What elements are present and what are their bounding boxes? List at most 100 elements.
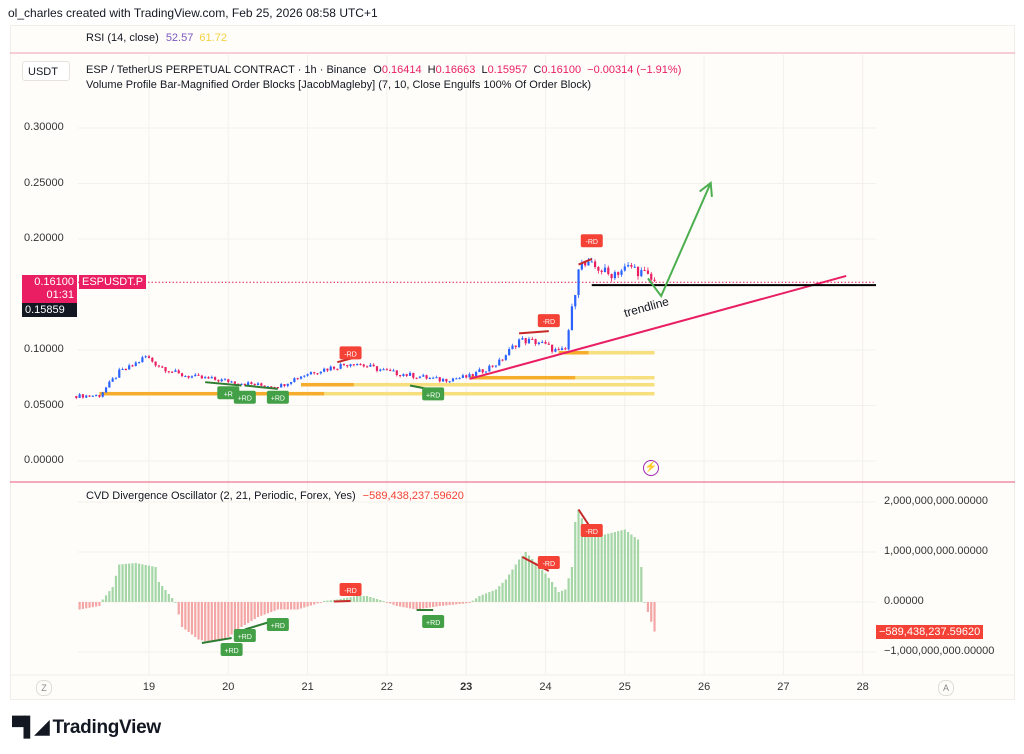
candle-body <box>75 395 78 398</box>
oscillator-bar <box>167 594 170 602</box>
oscillator-bar <box>574 522 577 602</box>
oscillator-bar <box>501 582 504 602</box>
tradingview-logo[interactable]: ▀▌◢ TradingView <box>12 716 161 739</box>
drawings <box>469 181 876 380</box>
oscillator-bar <box>220 602 223 640</box>
candle-body <box>346 364 349 367</box>
oscillator-bar <box>412 602 415 609</box>
candle-body <box>451 378 455 382</box>
signal-label-text: -RD <box>344 588 356 595</box>
bearish-divergence-label: -RD <box>339 346 362 360</box>
currency-button[interactable]: USDT <box>22 61 70 81</box>
oscillator-bar <box>636 539 640 602</box>
candle-body <box>303 375 306 377</box>
oscillator-bar <box>108 591 111 602</box>
oscillator-bar <box>587 528 590 602</box>
signal-label-text: +RD <box>238 634 252 641</box>
candle-body <box>613 272 616 279</box>
divergence-line <box>205 381 242 387</box>
ohlc-close-label: C <box>533 64 542 76</box>
order-block <box>99 391 655 396</box>
candle-body <box>101 392 104 397</box>
bearish-divergence-label: -RD <box>537 314 560 328</box>
time-tick-label: 20 <box>222 681 235 693</box>
oscillator-bar <box>141 564 144 602</box>
timezone-button[interactable]: Z <box>36 680 52 696</box>
oscillator-legend[interactable]: CVD Divergence Oscillator (2, 21, Period… <box>86 490 464 502</box>
oscillator-bar <box>276 602 279 610</box>
auto-scale-button[interactable]: A <box>938 680 954 696</box>
candle-body <box>296 378 299 380</box>
candle-body <box>88 395 91 397</box>
oscillator-bar <box>273 602 276 611</box>
oscillator-bar <box>187 602 190 632</box>
ohlc-open-label: O <box>373 64 382 76</box>
signal-label-box <box>266 390 289 404</box>
lightning-icon[interactable]: ⚡ <box>643 460 659 476</box>
candle-body <box>504 355 507 360</box>
oscillator-bar <box>511 569 514 602</box>
candle-body <box>253 383 256 386</box>
candle-body <box>131 365 134 367</box>
symbol-legend[interactable]: ESP / TetherUS PERPETUAL CONTRACT · 1h ·… <box>86 64 681 76</box>
candle-body <box>458 377 461 379</box>
rsi-legend[interactable]: RSI (14, close) 52.57 61.72 <box>86 32 227 44</box>
oscillator-bar <box>405 602 408 608</box>
candle-body <box>349 364 352 367</box>
oscillator-bar <box>349 597 352 602</box>
indicator-legend[interactable]: Volume Profile Bar-Magnified Order Block… <box>86 79 592 91</box>
oscillator-bar <box>362 596 365 602</box>
candle-body <box>643 270 646 272</box>
oscillator-bar <box>481 594 484 602</box>
bullish-divergence-label: +RD <box>233 390 256 404</box>
oscillator-bar <box>227 602 230 637</box>
crosshair-price-tag: 0.15859 <box>22 303 77 317</box>
candle-body <box>402 374 405 377</box>
oscillator-bar <box>544 573 547 602</box>
order-block <box>558 350 655 355</box>
candle-body <box>633 266 636 268</box>
oscillator-bar <box>432 602 435 607</box>
candle-body <box>587 261 590 266</box>
projection-arrowhead <box>699 181 713 197</box>
candle-body <box>332 366 336 369</box>
oscillator-bar <box>392 602 395 605</box>
signal-label-box <box>580 524 603 537</box>
candle-body <box>541 341 544 343</box>
candle-body <box>319 371 322 374</box>
candle-body <box>468 374 471 378</box>
oscillator-bar <box>448 602 451 605</box>
candle-body <box>316 373 319 375</box>
oscillator-bar <box>243 602 246 625</box>
candle-body <box>128 365 131 370</box>
oscillator-bar <box>418 602 422 609</box>
candle-body <box>557 349 560 351</box>
signal-label-box <box>220 643 243 656</box>
candle-body <box>323 368 326 372</box>
oscillator-bar <box>253 602 256 619</box>
oscillator-bar <box>293 602 296 610</box>
signal-label-box <box>537 556 560 569</box>
oscillator-bar <box>356 596 359 602</box>
oscillator-bar <box>121 564 124 602</box>
candle-body <box>382 369 385 371</box>
signal-label-text: -RD <box>543 561 555 568</box>
candle-body <box>570 306 574 331</box>
candle-body <box>111 378 114 382</box>
oscillator-bar <box>256 602 260 617</box>
candle-body <box>104 387 108 393</box>
tradingview-logo-icon: ▀▌◢ <box>12 717 50 738</box>
candle-body <box>204 377 207 379</box>
oscillator-tick-label: 1,000,000,000.00000 <box>884 545 988 557</box>
oscillator-bar <box>98 602 101 606</box>
candle-body <box>329 366 332 371</box>
oscillator-bar <box>389 602 392 604</box>
candle-body <box>184 375 187 377</box>
oscillator-bar <box>286 602 289 610</box>
oscillator-bar <box>326 600 329 602</box>
candle-body <box>412 372 415 378</box>
candle-body <box>650 273 653 280</box>
candle-body <box>544 341 547 344</box>
candle-body <box>521 338 524 340</box>
